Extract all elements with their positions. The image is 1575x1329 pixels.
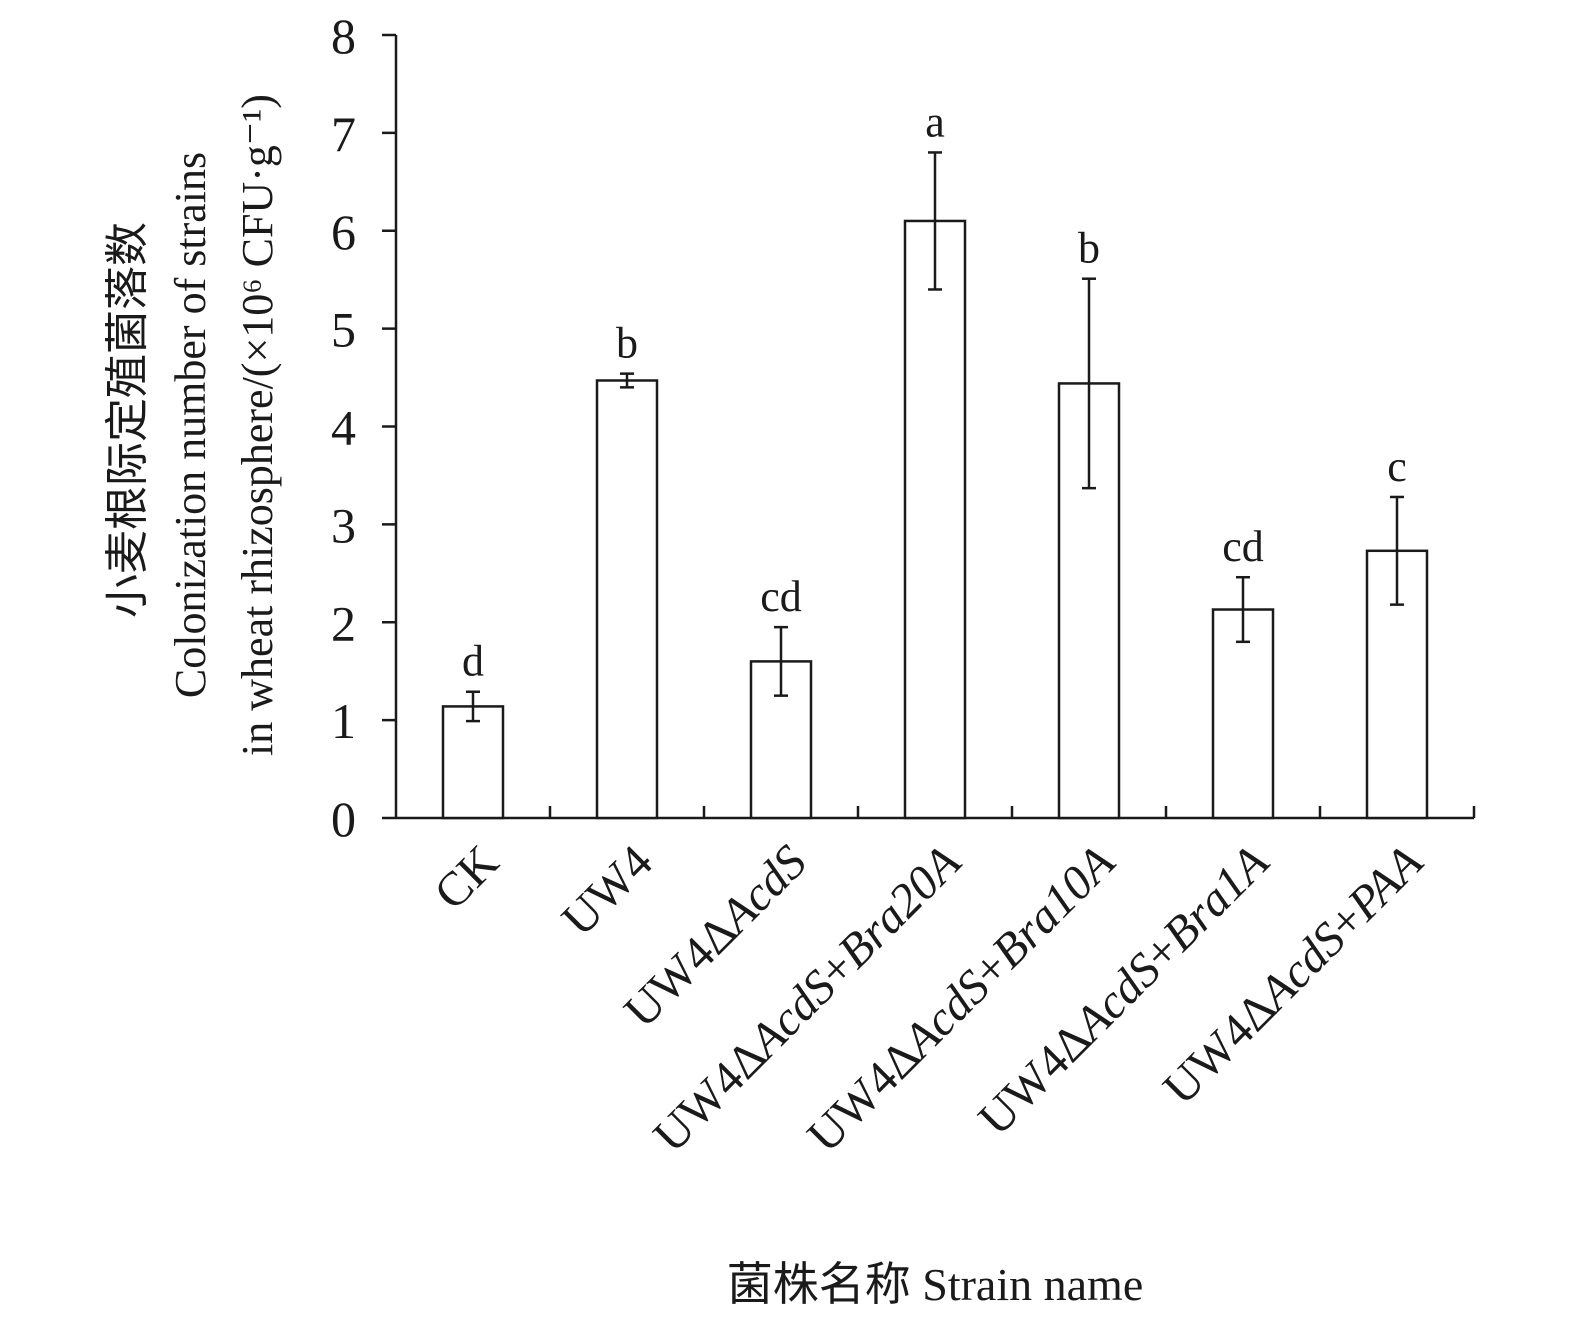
significance-letter-3: a: [925, 97, 945, 146]
y-axis-title-line-1: 小麦根际定殖菌落数: [103, 222, 152, 618]
y-tick-label-0: 0: [331, 791, 356, 847]
x-tick-label-0: CK: [424, 835, 509, 920]
x-tick-label-1: UW4: [552, 835, 663, 946]
y-tick-label-2: 2: [331, 595, 356, 651]
y-tick-label-7: 7: [331, 106, 356, 162]
y-tick-label-5: 5: [331, 302, 356, 358]
y-axis-title-line-2: Colonization number of strains: [166, 152, 215, 698]
significance-letter-0: d: [462, 637, 484, 686]
y-axis-title-line-3: in wheat rhizosphere/(×10⁶ CFU·g⁻¹): [233, 94, 282, 756]
y-tick-label-4: 4: [331, 400, 356, 456]
x-tick-label-5: UW4ΔAcdS+Bra1A: [968, 835, 1279, 1146]
x-tick-label-3: UW4ΔAcdS+Bra20A: [643, 835, 971, 1163]
y-tick-label-1: 1: [331, 693, 356, 749]
significance-letter-6: c: [1387, 442, 1407, 491]
bar-0: [441, 705, 505, 820]
bar-1: [595, 379, 659, 820]
bar-3: [903, 219, 967, 820]
y-tick-label-3: 3: [331, 497, 356, 553]
y-tick-label-8: 8: [331, 8, 356, 64]
bars: d b cd a b cd c: [441, 97, 1429, 820]
significance-letter-5: cd: [1222, 522, 1264, 571]
significance-letter-1: b: [616, 319, 638, 368]
x-tick-label-6: UW4ΔAcdS+PAA: [1153, 835, 1433, 1115]
y-tick-label-6: 6: [331, 204, 356, 260]
x-tick-labels: CK UW4UW4ΔAcdSUW4ΔAcdS+Bra20AUW4ΔAcdS+Bra…: [424, 835, 1433, 1163]
significance-letter-2: cd: [760, 572, 802, 621]
x-axis-title: 菌株名称 Strain name: [727, 1259, 1144, 1310]
x-tick-label-4: UW4ΔAcdS+Bra10A: [797, 835, 1125, 1163]
y-axis-title: 小麦根际定殖菌落数 Colonization number of strains…: [103, 94, 282, 756]
axes: 0 1 2 3 4 5 6 7 8: [331, 8, 1476, 847]
significance-letter-4: b: [1078, 224, 1100, 273]
